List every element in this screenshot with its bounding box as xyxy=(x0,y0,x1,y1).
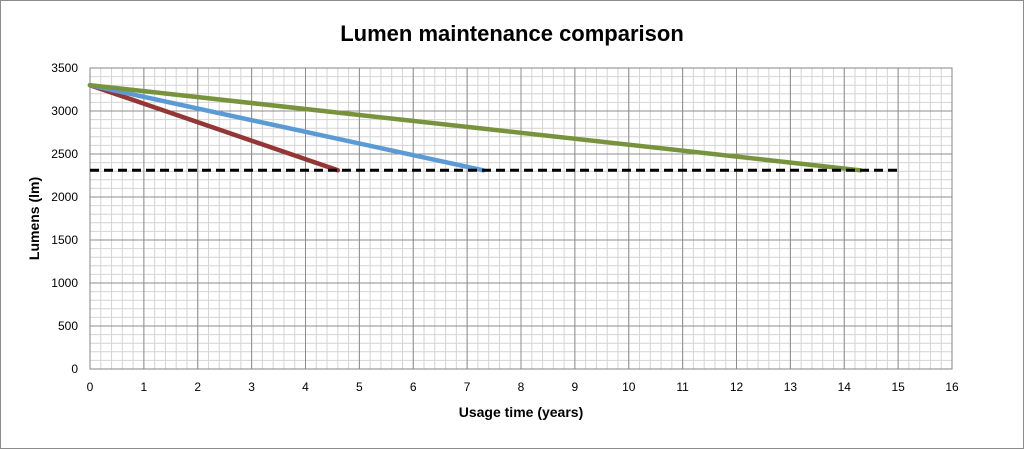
x-tick-label: 10 xyxy=(622,380,636,394)
x-axis-label: Usage time (years) xyxy=(459,404,584,420)
x-tick-label: 16 xyxy=(945,380,959,394)
x-tick-label: 12 xyxy=(730,380,744,394)
y-tick-label: 0 xyxy=(71,362,78,376)
x-tick-label: 14 xyxy=(838,380,852,394)
y-tick-label: 3500 xyxy=(51,61,78,75)
x-tick-label: 7 xyxy=(464,380,471,394)
x-tick-label: 13 xyxy=(784,380,798,394)
series-layer xyxy=(87,82,899,173)
y-tick-label: 500 xyxy=(58,319,78,333)
x-tick-label: 2 xyxy=(194,380,201,394)
chart-title: Lumen maintenance comparison xyxy=(340,21,684,46)
x-axis-ticks: 0 1 2 3 4 5 6 7 8 9 10 11 12 13 14 15 16 xyxy=(87,380,959,394)
y-axis-label: Lumens (lm) xyxy=(26,177,42,260)
x-tick-label: 6 xyxy=(410,380,417,394)
x-tick-label: 8 xyxy=(518,380,525,394)
x-tick-label: 15 xyxy=(891,380,905,394)
y-axis-ticks: 0 500 1000 1500 2000 2500 3000 3500 xyxy=(51,61,78,376)
y-tick-label: 1500 xyxy=(51,233,78,247)
series-line-2 xyxy=(87,82,486,173)
plot-area-border xyxy=(89,67,953,370)
x-tick-label: 11 xyxy=(676,380,689,394)
x-tick-label: 4 xyxy=(302,380,309,394)
y-tick-label: 1000 xyxy=(51,276,78,290)
x-tick-label: 1 xyxy=(141,380,148,394)
x-tick-label: 3 xyxy=(248,380,255,394)
y-tick-label: 3000 xyxy=(51,104,78,118)
series-line-1 xyxy=(87,82,341,173)
y-tick-label: 2000 xyxy=(51,190,78,204)
x-tick-label: 9 xyxy=(572,380,579,394)
x-tick-label: 5 xyxy=(356,380,363,394)
y-tick-label: 2500 xyxy=(51,147,78,161)
series-line-3 xyxy=(87,82,863,173)
x-tick-label: 0 xyxy=(87,380,94,394)
